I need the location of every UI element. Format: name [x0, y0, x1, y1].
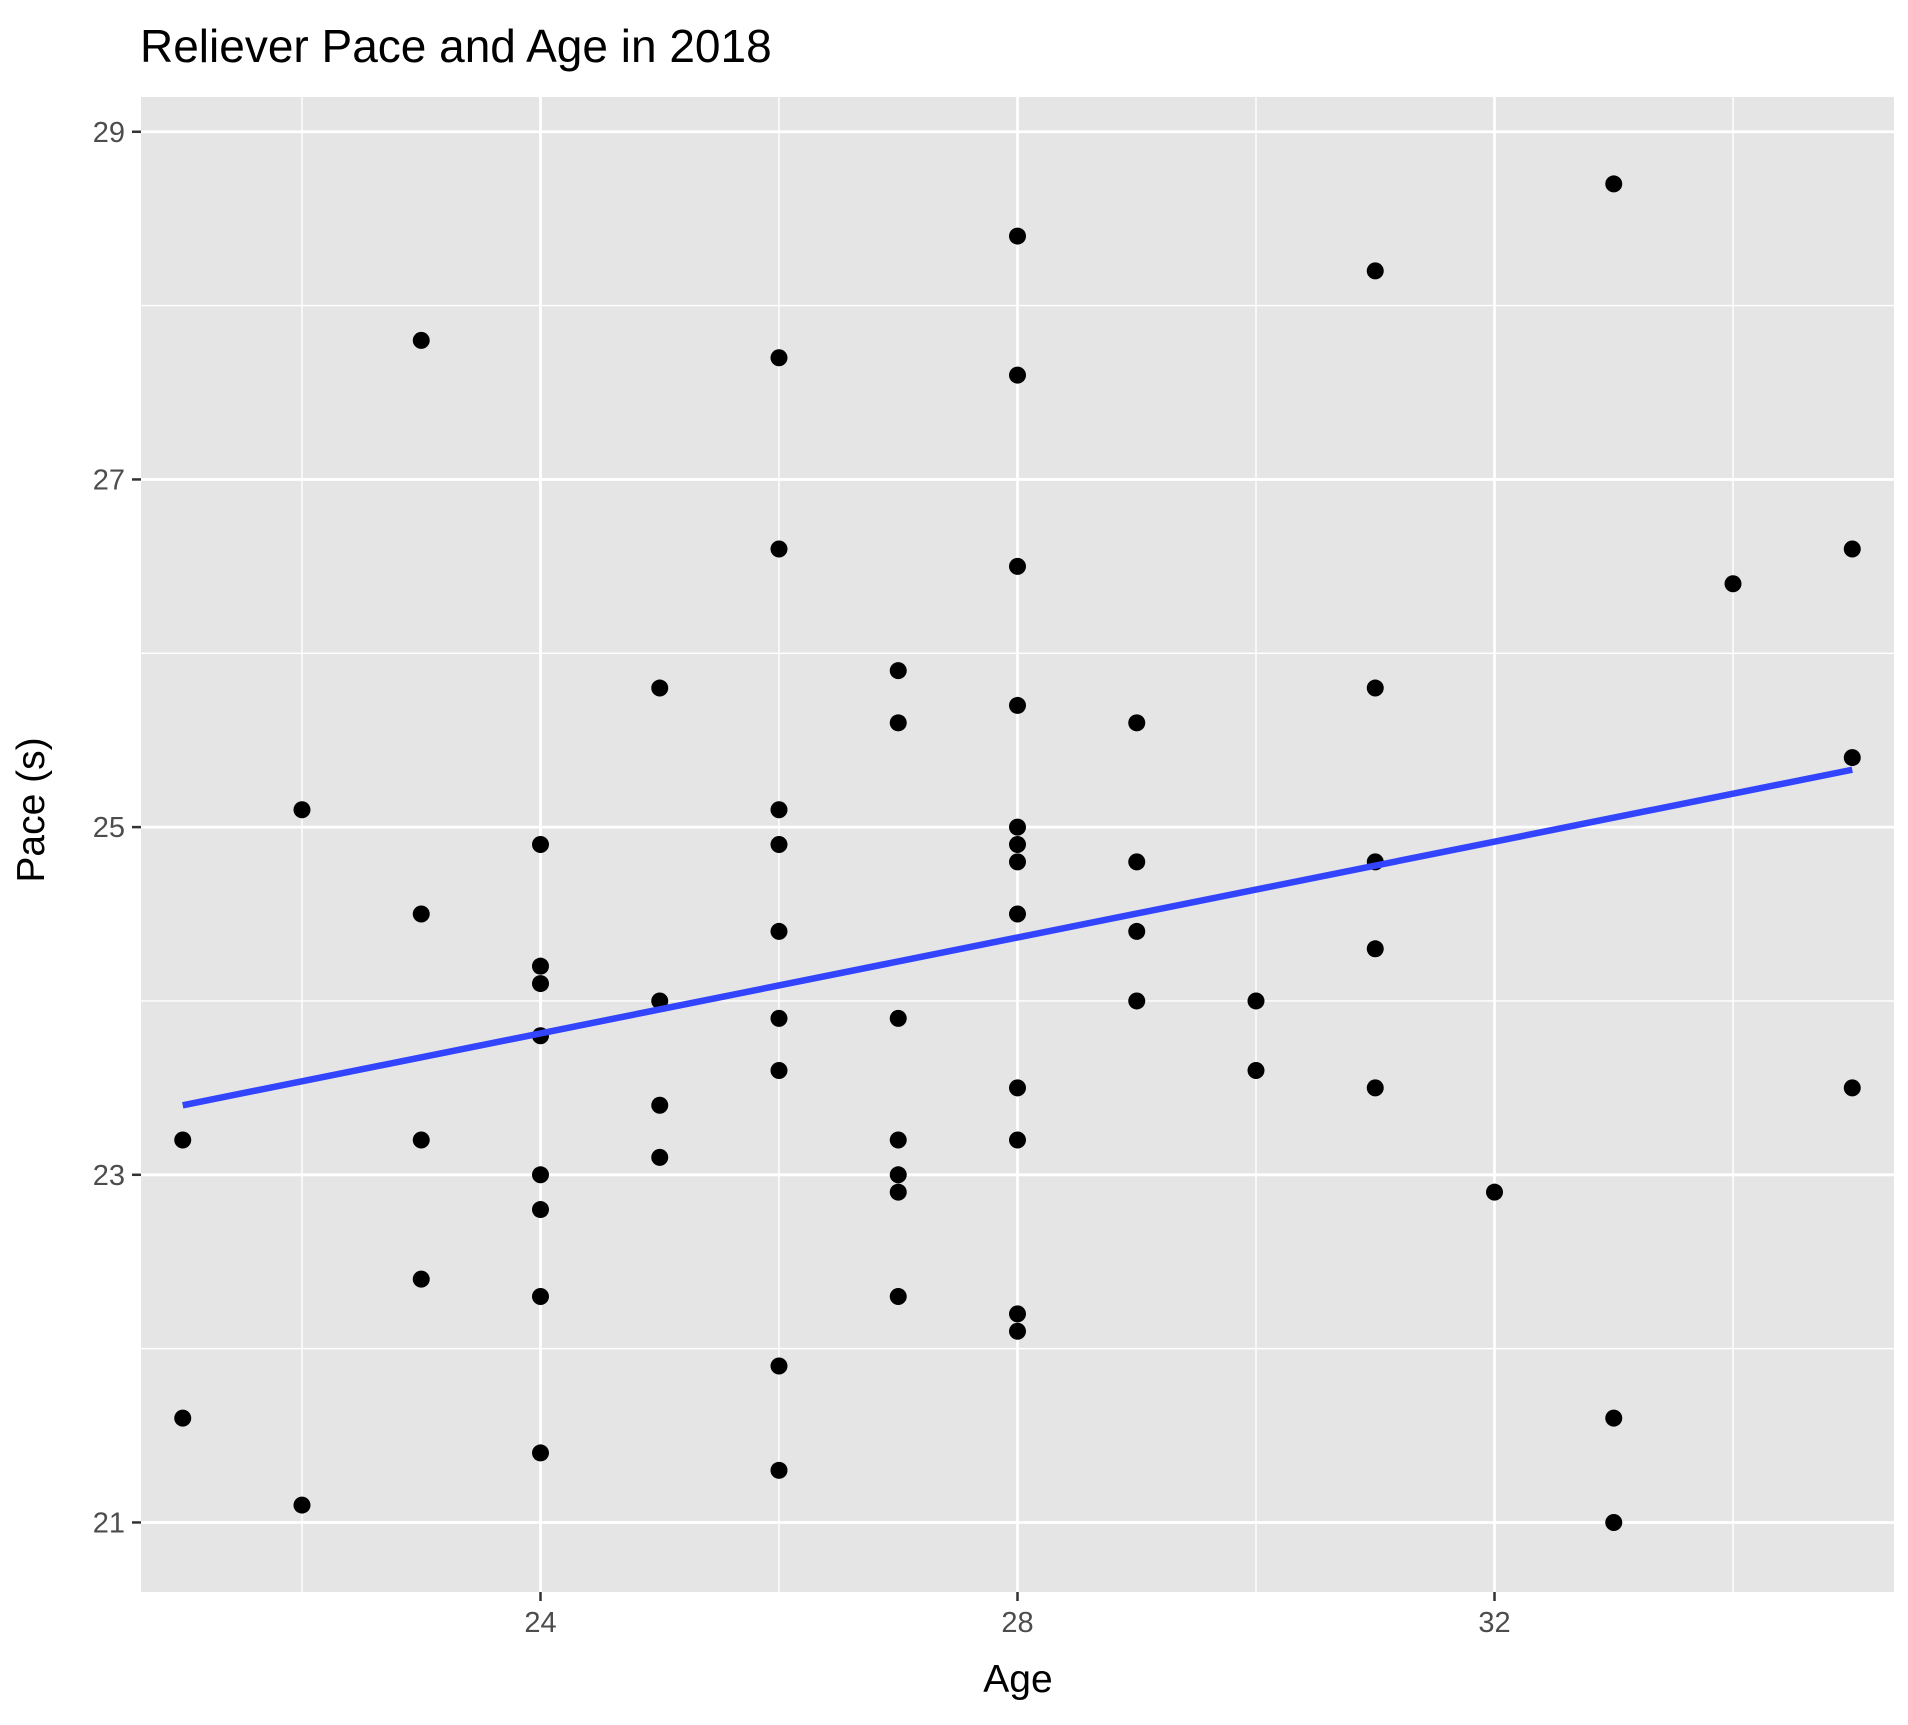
data-point: [1366, 1079, 1384, 1097]
data-point: [1009, 227, 1026, 245]
data-point: [1009, 818, 1026, 836]
data-point: [770, 1357, 788, 1375]
data-point: [889, 662, 907, 680]
y-tick-label: 23: [93, 1160, 125, 1192]
data-point: [1486, 1183, 1504, 1201]
data-point: [889, 1009, 907, 1027]
y-axis-title: Pace (s): [10, 737, 53, 882]
data-point: [889, 1131, 907, 1149]
data-point: [1366, 679, 1384, 697]
data-point: [770, 1461, 788, 1479]
data-point: [651, 679, 669, 697]
data-point: [770, 836, 788, 853]
data-point: [1009, 1131, 1026, 1149]
y-tick-label: 21: [93, 1507, 125, 1539]
data-point: [412, 1270, 430, 1288]
data-point: [174, 1409, 192, 1427]
chart-title: Reliever Pace and Age in 2018: [140, 20, 772, 72]
data-point: [770, 922, 788, 940]
data-point: [1128, 853, 1146, 871]
data-point: [651, 1148, 669, 1166]
data-point: [531, 1166, 549, 1184]
data-point: [1247, 992, 1265, 1010]
data-point: [889, 1166, 907, 1184]
data-point: [1009, 696, 1026, 714]
data-point: [889, 1183, 907, 1201]
data-point: [531, 1444, 549, 1462]
data-point: [1605, 175, 1623, 193]
data-point: [174, 1131, 192, 1149]
data-point: [1724, 575, 1742, 593]
data-point: [412, 1131, 430, 1149]
data-point: [1009, 905, 1026, 923]
data-point: [1128, 992, 1146, 1010]
y-tick-label: 29: [93, 117, 125, 149]
x-tick-label: 24: [524, 1607, 556, 1639]
axes: 21 23 25 27 29 24 28 32: [93, 117, 1511, 1639]
trend-line-layer: [182, 766, 1853, 1109]
data-point: [1009, 1305, 1026, 1323]
data-point: [531, 975, 549, 993]
data-point: [889, 1287, 907, 1305]
trend-line: [182, 766, 1853, 1109]
data-point: [770, 1009, 788, 1027]
data-point: [1009, 557, 1026, 575]
data-point: [293, 1496, 311, 1514]
data-point: [770, 349, 788, 367]
x-tick-label: 28: [1001, 1607, 1033, 1639]
data-point: [412, 331, 430, 349]
data-point: [531, 957, 549, 975]
data-point: [1009, 836, 1026, 853]
data-point: [1366, 940, 1384, 958]
data-points: [174, 175, 1861, 1531]
data-point: [651, 992, 669, 1010]
data-point: [1128, 714, 1146, 732]
data-point: [1843, 540, 1861, 558]
data-point: [1009, 366, 1026, 384]
data-point: [412, 905, 430, 923]
data-point: [889, 714, 907, 732]
data-point: [531, 836, 549, 853]
data-point: [1843, 1079, 1861, 1097]
data-point: [1009, 1322, 1026, 1340]
data-point: [1605, 1409, 1623, 1427]
data-point: [531, 1287, 549, 1305]
data-point: [1843, 749, 1861, 767]
y-tick-label: 25: [93, 812, 125, 844]
data-point: [293, 801, 311, 819]
x-tick-label: 32: [1478, 1607, 1510, 1639]
data-point: [1009, 853, 1026, 871]
y-tick-label: 27: [93, 464, 125, 496]
data-point: [770, 801, 788, 819]
data-point: [1009, 1079, 1026, 1097]
data-point: [1128, 922, 1146, 940]
data-point: [651, 1096, 669, 1114]
data-point: [1366, 262, 1384, 280]
data-point: [770, 540, 788, 558]
data-point: [770, 1061, 788, 1079]
x-axis-title: Age: [983, 1658, 1052, 1701]
data-point: [1247, 1061, 1265, 1079]
data-point: [1605, 1513, 1623, 1531]
data-point: [531, 1201, 549, 1219]
